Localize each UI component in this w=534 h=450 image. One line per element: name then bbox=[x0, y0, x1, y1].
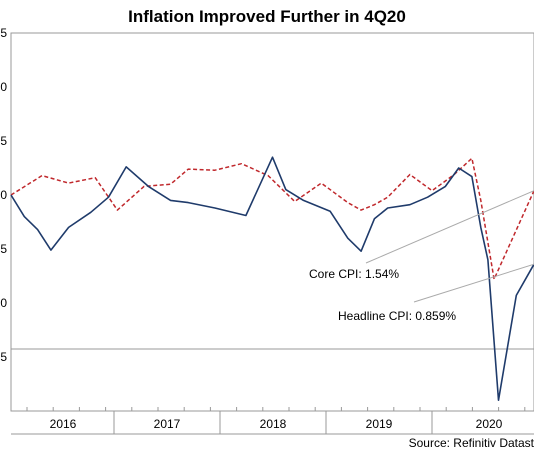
annotation-label: Core CPI: 1.54% bbox=[309, 267, 399, 281]
core-cpi-line bbox=[10, 157, 534, 280]
year-label: 2019 bbox=[366, 417, 393, 431]
plot-frame bbox=[10, 32, 534, 412]
y-tick-label: 5 bbox=[0, 242, 7, 256]
year-label: 2016 bbox=[50, 417, 77, 431]
y-tick-label: 0 bbox=[0, 296, 7, 310]
chart-title: Inflation Improved Further in 4Q20 bbox=[128, 7, 406, 26]
annotation-label: Headline CPI: 0.859% bbox=[338, 309, 456, 323]
y-axis-labels: 5 0 5 0 5 0 5 bbox=[0, 26, 7, 364]
y-tick-label: 0 bbox=[0, 80, 7, 94]
year-label: 2018 bbox=[260, 417, 287, 431]
annotation-leader-line bbox=[365, 190, 534, 264]
year-label: 2020 bbox=[476, 417, 503, 431]
y-tick-label: 5 bbox=[0, 134, 7, 148]
annotation-leader-line bbox=[413, 263, 534, 303]
annotation-layer: Core CPI: 1.54% Headline CPI: 0.859% bbox=[309, 190, 534, 323]
x-axis-year-labels: 2016 2017 2018 2019 2020 bbox=[50, 411, 503, 434]
y-tick-label: 5 bbox=[0, 350, 7, 364]
headline-cpi-line bbox=[10, 156, 534, 402]
y-tick-label: 5 bbox=[0, 26, 7, 40]
source-note: Source: Refinitiv Datast bbox=[409, 436, 534, 450]
year-label: 2017 bbox=[154, 417, 181, 431]
series-layer bbox=[10, 156, 534, 402]
y-tick-label: 0 bbox=[0, 188, 7, 202]
x-axis-ticks bbox=[26, 407, 526, 411]
